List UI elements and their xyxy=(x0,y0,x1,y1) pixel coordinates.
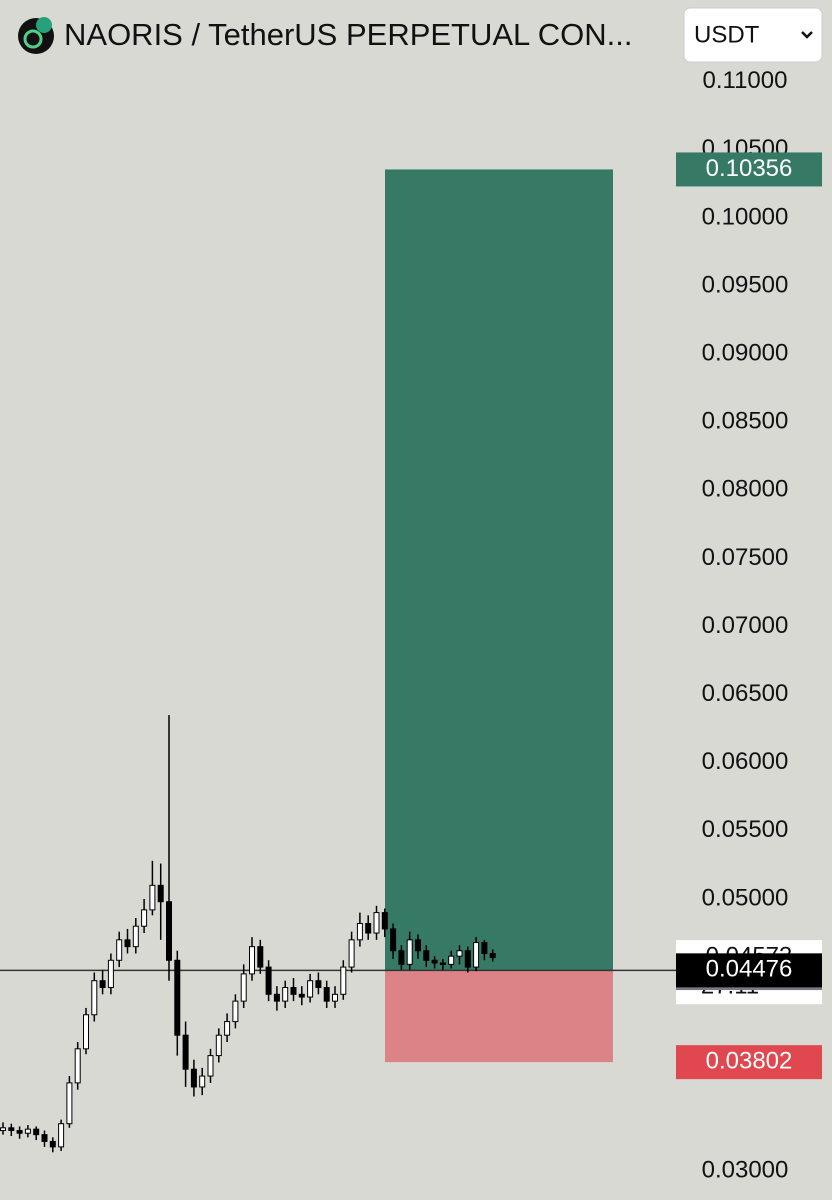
logo-ring xyxy=(23,29,43,49)
candle-body xyxy=(431,959,438,964)
candle-body xyxy=(282,987,289,1002)
candle-body xyxy=(398,950,405,965)
y-tick-label: 0.03000 xyxy=(702,1157,789,1184)
candle-body xyxy=(456,950,463,957)
candle-body xyxy=(0,1127,6,1132)
candle-body xyxy=(174,959,181,1036)
price-label-bg xyxy=(676,1045,822,1080)
candle-body xyxy=(348,939,355,968)
loss-zone xyxy=(385,970,613,1063)
candle-body xyxy=(58,1123,65,1148)
candle-body xyxy=(323,987,330,1002)
candle-body xyxy=(157,884,164,903)
y-tick-label: 0.10000 xyxy=(702,203,789,230)
candle-body xyxy=(49,1140,56,1148)
y-tick-label: 0.07000 xyxy=(702,612,789,639)
candle-body xyxy=(481,942,488,954)
candle-body xyxy=(464,950,471,968)
candle-body xyxy=(215,1034,222,1057)
y-tick-label: 0.09500 xyxy=(702,271,789,298)
candle-body xyxy=(340,966,347,995)
candle-body xyxy=(107,959,114,989)
candle-body xyxy=(24,1128,31,1134)
candle-body xyxy=(99,980,106,989)
dropdown-chevron xyxy=(801,31,813,39)
y-tick-label: 0.11000 xyxy=(703,67,788,94)
price-label-bg xyxy=(676,953,822,988)
candle-body xyxy=(290,987,297,995)
candle-body xyxy=(232,1000,239,1023)
candle-body xyxy=(207,1055,214,1077)
y-tick-label: 0.08500 xyxy=(702,408,789,435)
candle-body xyxy=(132,925,139,948)
candle-body xyxy=(33,1128,40,1136)
candle-body xyxy=(249,946,255,975)
candle-body xyxy=(273,993,280,1002)
candle-body xyxy=(332,993,338,1002)
candle-body xyxy=(390,928,397,952)
candle-body xyxy=(224,1021,231,1036)
candle-body xyxy=(356,922,363,941)
candle-body xyxy=(298,993,305,998)
candle-body xyxy=(8,1127,15,1132)
tether-badge xyxy=(36,17,52,33)
price-label: 0.04476 xyxy=(706,956,793,983)
candle-body xyxy=(66,1082,73,1125)
candle-body xyxy=(315,980,322,989)
price-label-bg xyxy=(676,152,822,187)
candle-body xyxy=(365,922,372,934)
profit-zone xyxy=(385,169,613,971)
price-label: 0.10356 xyxy=(706,155,793,182)
candle-body xyxy=(16,1130,23,1134)
candle-body xyxy=(149,884,156,911)
y-tick-label: 0.05000 xyxy=(702,884,789,911)
candle-body xyxy=(199,1075,206,1088)
candle-body xyxy=(182,1034,189,1070)
y-tick-label: 0.06500 xyxy=(702,680,789,707)
candle-body xyxy=(240,973,247,1002)
candle-body xyxy=(473,942,480,968)
candle-body xyxy=(74,1048,81,1084)
plot-area xyxy=(0,169,676,1153)
price-axis: 0.110000.105000.100000.095000.090000.085… xyxy=(676,67,822,1184)
y-tick-label: 0.06000 xyxy=(702,748,789,775)
candle-body xyxy=(166,901,172,961)
candle-body xyxy=(423,950,430,961)
currency-dropdown[interactable] xyxy=(683,7,823,63)
y-tick-label: 0.05500 xyxy=(702,816,789,843)
candle-body xyxy=(41,1134,48,1142)
candle-body xyxy=(83,1014,89,1050)
candle-body xyxy=(448,955,455,965)
candle-body xyxy=(141,909,148,927)
candle-body xyxy=(116,939,123,961)
candle-body xyxy=(381,912,388,930)
currency-label: USDT xyxy=(694,21,760,48)
candle-body xyxy=(190,1068,197,1088)
candle-body xyxy=(91,980,98,1016)
candle-body xyxy=(489,952,496,959)
candle-body xyxy=(373,912,380,934)
header: NAORIS / TetherUS PERPETUAL CON... USDT xyxy=(18,7,823,63)
candle-body xyxy=(257,946,264,968)
y-tick-label: 0.08000 xyxy=(702,476,789,503)
candle-body xyxy=(415,939,421,952)
y-tick-label: 0.07500 xyxy=(702,544,789,571)
candle-body xyxy=(307,980,314,998)
candle-body xyxy=(406,939,413,965)
price-label: 0.03802 xyxy=(706,1048,793,1075)
y-tick-label: 0.09000 xyxy=(702,339,789,366)
symbol-title: NAORIS / TetherUS PERPETUAL CON... xyxy=(64,17,633,52)
candle-body xyxy=(439,962,446,965)
candle-body xyxy=(265,966,272,995)
candle-body xyxy=(124,939,131,948)
